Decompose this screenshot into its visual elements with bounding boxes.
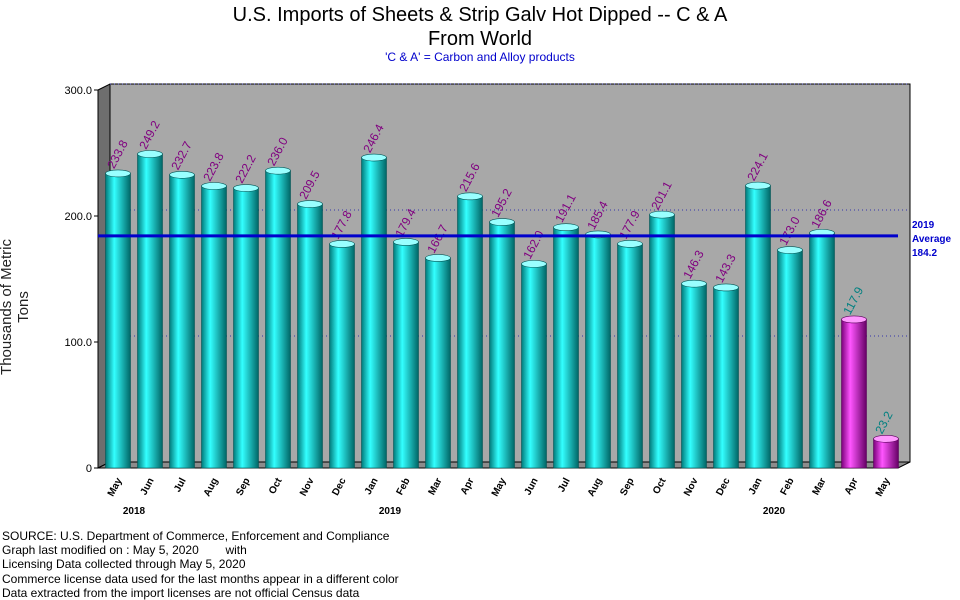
- bar-top: [873, 434, 899, 443]
- average-label: Average: [912, 234, 952, 245]
- bar-top: [233, 184, 259, 192]
- source-line: Licensing Data collected through May 5, …: [2, 557, 246, 572]
- source-notes: SOURCE: U.S. Department of Commerce, Enf…: [2, 529, 399, 600]
- bar: [681, 283, 707, 469]
- x-tick-label: Oct: [267, 476, 285, 496]
- bar-top: [169, 170, 195, 179]
- bar-chart: 0100.0200.0300.0233.8May249.2Jun232.7Jul…: [64, 83, 952, 517]
- source-line: Graph last modified on : May 5, 2020 wit…: [2, 543, 247, 558]
- x-tick-label: Jul: [172, 476, 189, 494]
- bar: [713, 287, 739, 469]
- y-tick-label: 200.0: [64, 211, 92, 223]
- bar-top: [105, 169, 131, 178]
- year-label: 2019: [379, 506, 402, 517]
- year-label: 2020: [763, 506, 786, 517]
- bar-top: [521, 260, 547, 268]
- x-tick-label: Jul: [556, 476, 573, 494]
- x-tick-label: Dec: [330, 476, 349, 498]
- chart-title-line-1: U.S. Imports of Sheets & Strip Galv Hot …: [232, 4, 728, 26]
- x-tick-label: May: [874, 476, 893, 499]
- bar-top: [457, 192, 483, 201]
- bar-top: [777, 246, 803, 254]
- x-tick-label: Jun: [139, 476, 157, 497]
- bar-top: [681, 279, 707, 288]
- bar: [137, 153, 163, 469]
- x-tick-label: May: [490, 476, 509, 499]
- x-tick-label: Mar: [811, 476, 829, 497]
- source-line: SOURCE: U.S. Department of Commerce, Enf…: [2, 529, 390, 543]
- bar-top: [617, 240, 643, 248]
- source-line: Commerce license data used for the last …: [2, 571, 399, 586]
- bar-top: [137, 150, 163, 158]
- source-line: Data extracted from the import licenses …: [2, 585, 360, 600]
- bar: [553, 226, 579, 469]
- bar: [169, 174, 195, 469]
- x-tick-label: Aug: [202, 476, 221, 498]
- x-tick-label: Apr: [459, 476, 477, 496]
- bar: [233, 187, 259, 469]
- x-tick-label: Jun: [523, 476, 541, 497]
- y-tick-label: 0: [86, 463, 92, 475]
- x-tick-label: Feb: [395, 476, 413, 497]
- bar-top: [745, 181, 771, 190]
- average-label: 2019: [912, 220, 935, 231]
- chart-title-line-2: From World: [427, 28, 533, 50]
- bar: [617, 243, 643, 469]
- bar-top: [297, 200, 323, 208]
- bar-top: [393, 238, 419, 246]
- bar-top: [841, 315, 867, 324]
- bar-top: [649, 210, 675, 219]
- bar: [329, 243, 355, 469]
- x-tick-label: Jan: [363, 476, 381, 496]
- y-tick-label: 300.0: [64, 85, 92, 97]
- x-tick-label: Aug: [586, 476, 605, 498]
- bar: [297, 203, 323, 469]
- bar-top: [425, 254, 451, 262]
- bar-top: [201, 182, 227, 190]
- bar: [201, 185, 227, 469]
- bar: [649, 214, 675, 469]
- bar: [777, 249, 803, 469]
- x-tick-label: Apr: [843, 476, 861, 496]
- year-label: 2018: [123, 506, 146, 517]
- bar: [265, 170, 291, 469]
- x-tick-label: Sep: [618, 476, 636, 497]
- bar: [809, 232, 835, 469]
- bar: [489, 221, 515, 469]
- x-tick-label: Jan: [747, 476, 765, 496]
- x-tick-label: Dec: [714, 476, 733, 498]
- x-tick-label: Sep: [234, 476, 252, 497]
- chart-subtitle: 'C & A' = Carbon and Alloy products: [385, 50, 575, 64]
- plot-area: 0100.0200.0300.0233.8May249.2Jun232.7Jul…: [64, 83, 952, 517]
- bar: [521, 263, 547, 469]
- bar: [745, 185, 771, 469]
- bar-top: [329, 240, 355, 248]
- bar-top: [265, 166, 291, 175]
- y-tick-label: 100.0: [64, 337, 92, 349]
- bar-top: [489, 218, 515, 226]
- bar: [841, 319, 867, 469]
- average-label: 184.2: [912, 248, 937, 259]
- bar: [361, 157, 387, 469]
- bar: [425, 257, 451, 469]
- bar: [585, 234, 611, 469]
- x-tick-label: Oct: [651, 476, 669, 496]
- x-tick-label: Nov: [298, 476, 317, 498]
- bar: [393, 241, 419, 469]
- x-tick-label: Feb: [779, 476, 797, 497]
- bar-top: [553, 223, 579, 232]
- x-tick-label: May: [106, 476, 125, 499]
- bar: [873, 438, 899, 469]
- bar: [105, 173, 131, 469]
- x-tick-label: Nov: [682, 476, 701, 498]
- bar: [457, 196, 483, 469]
- bar-top: [713, 283, 739, 292]
- bar-top: [361, 153, 387, 162]
- x-tick-label: Mar: [427, 476, 445, 497]
